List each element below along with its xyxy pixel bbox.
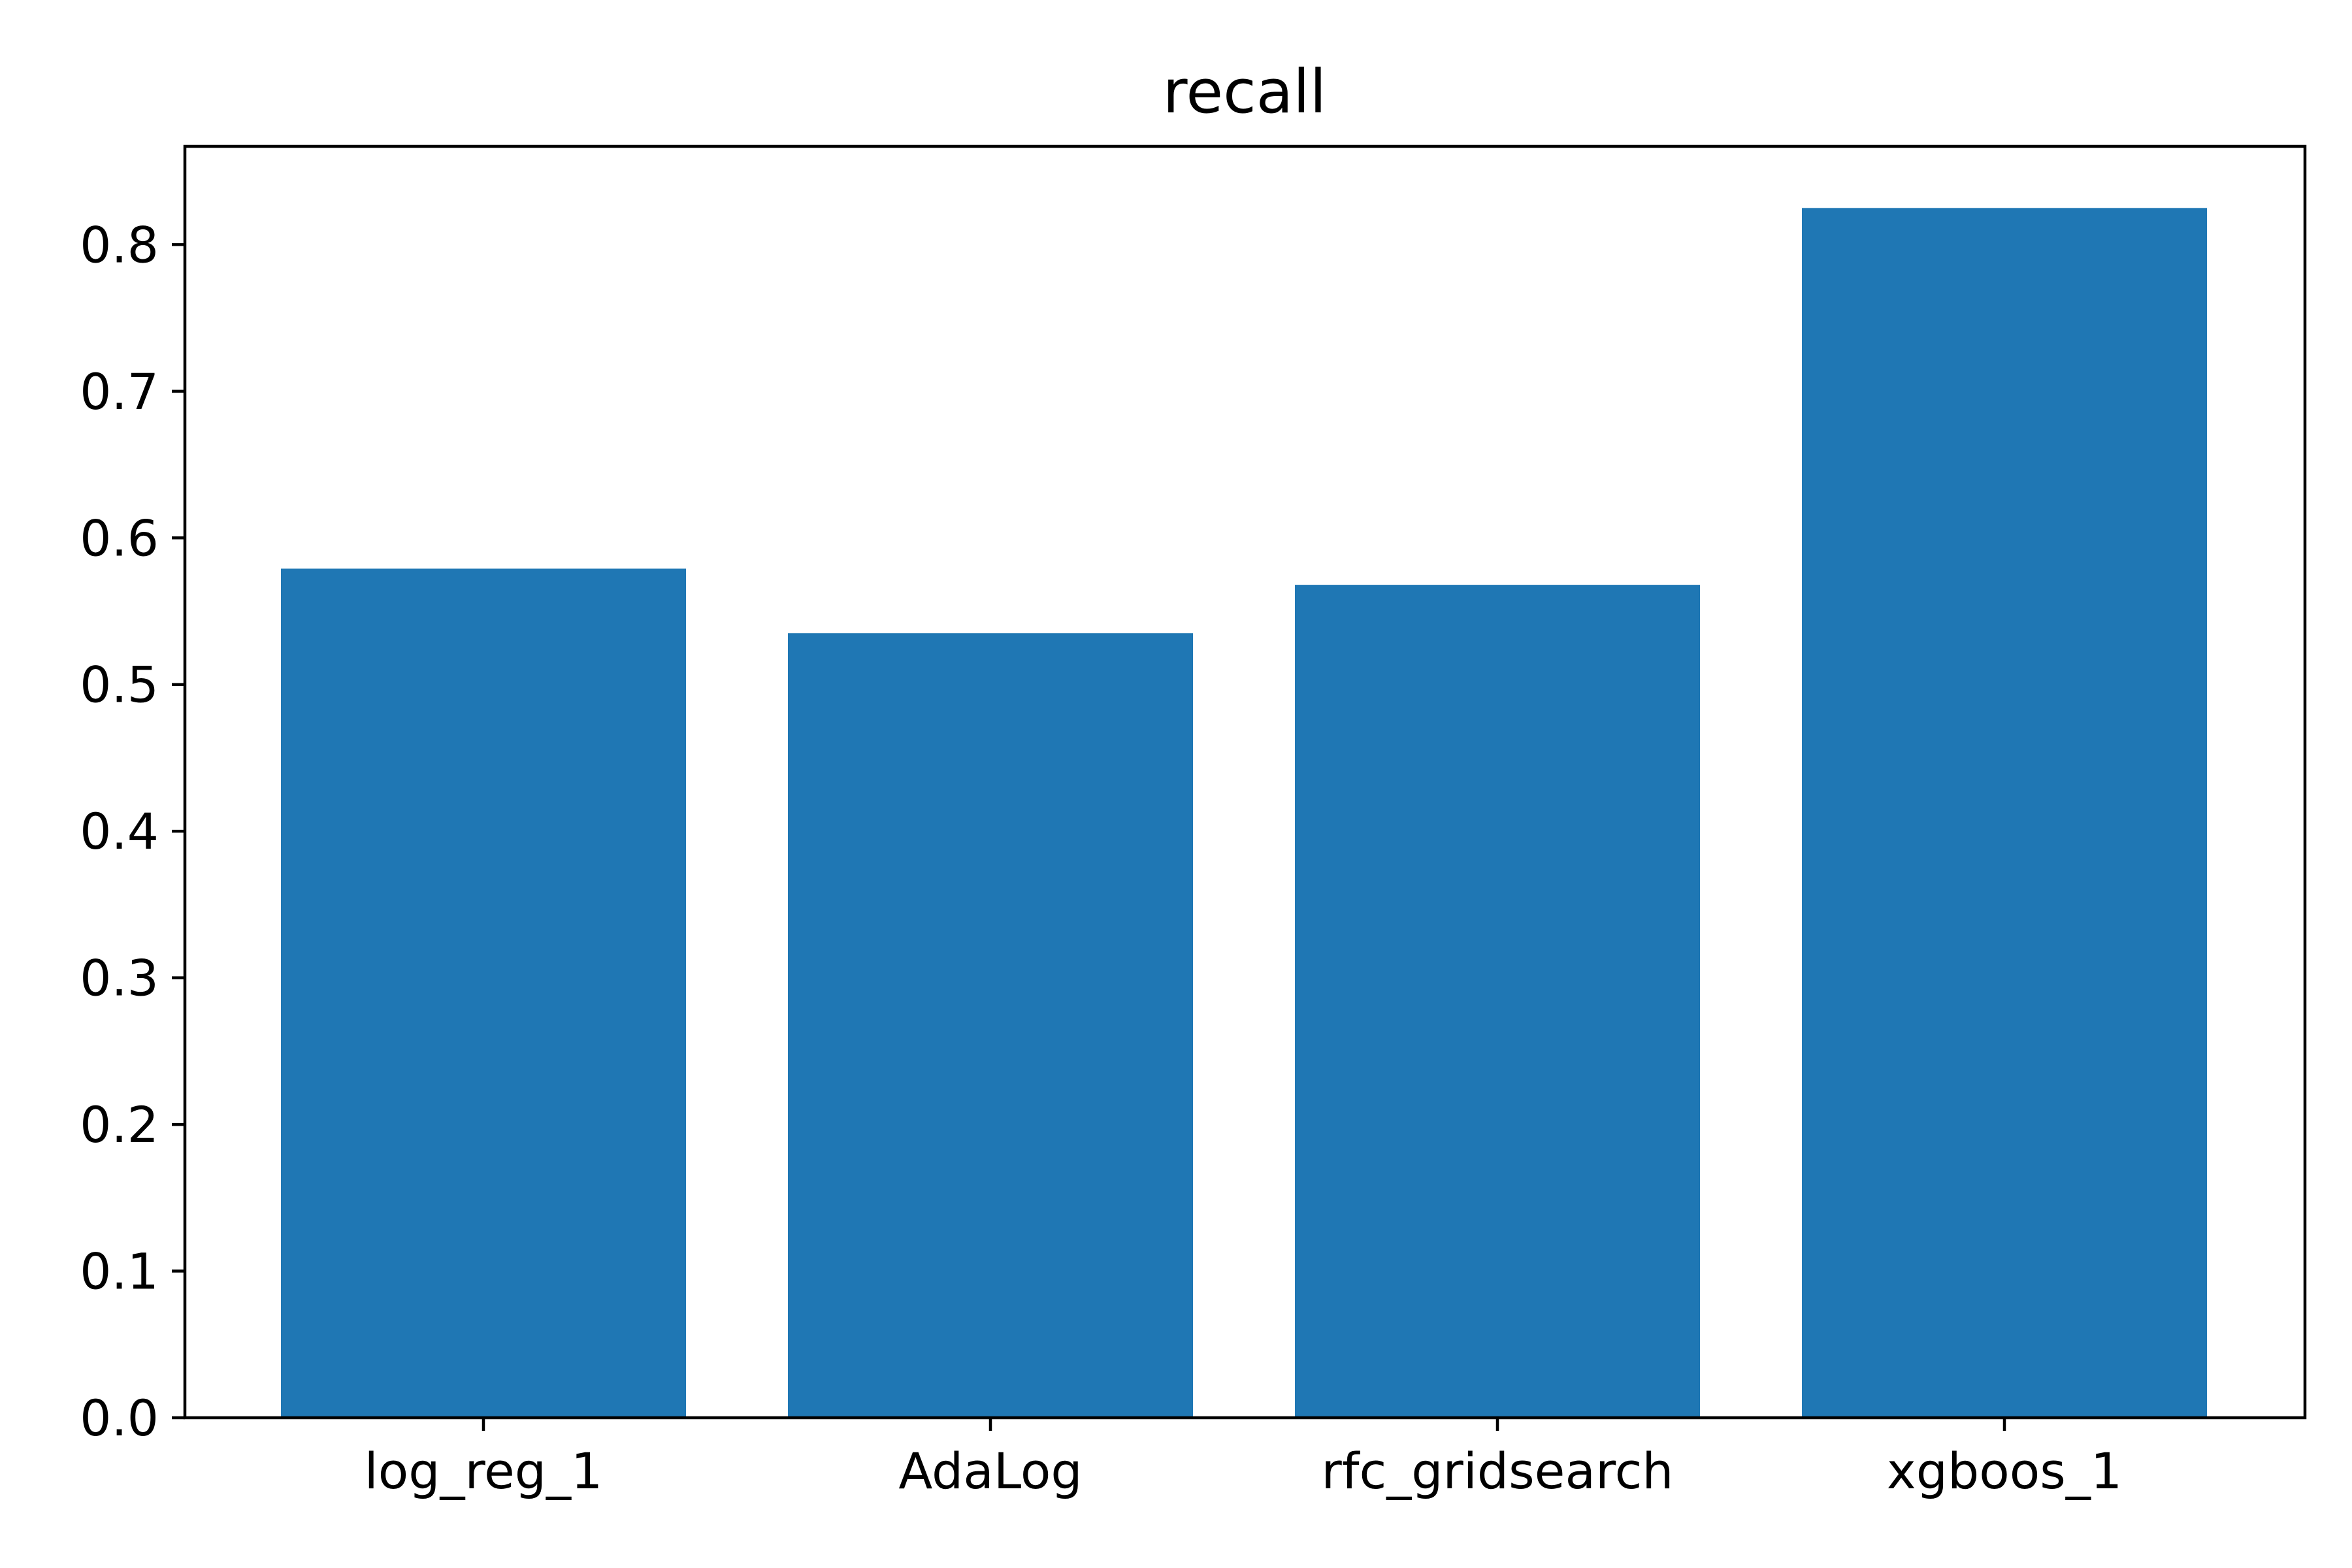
y-tick-label: 0.4 xyxy=(80,802,159,860)
x-tick-label: log_reg_1 xyxy=(365,1442,603,1500)
bars-layer xyxy=(281,208,2207,1418)
y-tick-label: 0.6 xyxy=(80,509,159,567)
y-tick-label: 0.1 xyxy=(80,1243,159,1301)
bar-rfc-gridsearch xyxy=(1295,585,1700,1418)
bar-adalog xyxy=(788,633,1193,1418)
y-tick-label: 0.2 xyxy=(80,1096,159,1154)
plot-area-frame xyxy=(183,144,2307,1420)
y-tick-label: 0.0 xyxy=(80,1389,159,1447)
x-tick-label: AdaLog xyxy=(898,1442,1082,1500)
y-axis: 0.0 0.1 0.2 0.3 0.4 0.5 0.6 0.7 0.8 xyxy=(80,216,185,1447)
chart-title: recall xyxy=(1163,57,1326,127)
y-tick-label: 0.5 xyxy=(80,656,159,714)
y-tick-label: 0.8 xyxy=(80,216,159,274)
x-tick-label: rfc_gridsearch xyxy=(1321,1442,1673,1500)
bar-xgboos-1 xyxy=(1802,208,2207,1418)
bar-log-reg-1 xyxy=(281,568,686,1418)
y-tick-label: 0.7 xyxy=(80,363,159,421)
x-axis: log_reg_1 AdaLog rfc_gridsearch xgboos_1 xyxy=(365,1418,2122,1500)
y-tick-label: 0.3 xyxy=(80,949,159,1007)
x-tick-label: xgboos_1 xyxy=(1887,1442,2122,1500)
